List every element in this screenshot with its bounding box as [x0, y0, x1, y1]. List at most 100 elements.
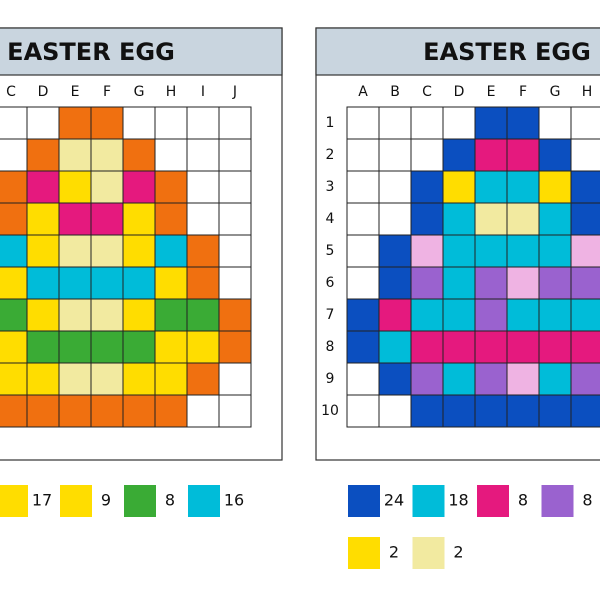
cell — [506, 298, 540, 332]
cell — [90, 266, 124, 300]
cell — [122, 394, 156, 428]
cell — [0, 106, 28, 140]
cell — [186, 170, 220, 204]
cell — [186, 138, 220, 172]
cell — [26, 202, 60, 236]
cell — [58, 138, 92, 172]
legend-swatch — [477, 485, 509, 517]
cell — [442, 394, 476, 428]
row-label: 4 — [326, 211, 335, 227]
cell — [538, 266, 572, 300]
cell — [154, 330, 188, 364]
cell — [442, 138, 476, 172]
legend-count: 16 — [224, 491, 244, 510]
cell — [154, 394, 188, 428]
cell — [442, 362, 476, 396]
cell — [506, 394, 540, 428]
legend-swatch — [0, 485, 28, 517]
panel-title: EASTER EGG — [7, 38, 175, 66]
cell — [58, 202, 92, 236]
cell — [58, 298, 92, 332]
cell — [58, 170, 92, 204]
cell — [410, 298, 444, 332]
cell — [186, 330, 220, 364]
legend-count: 18 — [448, 491, 468, 510]
cell — [218, 138, 252, 172]
cell — [0, 394, 28, 428]
cell — [570, 106, 600, 140]
cell — [410, 202, 444, 236]
row-label: 5 — [326, 243, 335, 259]
cell — [570, 234, 600, 268]
cell — [122, 138, 156, 172]
cell — [570, 138, 600, 172]
legend-swatch — [60, 485, 92, 517]
cell — [570, 170, 600, 204]
row-label: 10 — [321, 403, 339, 419]
cell — [506, 170, 540, 204]
cell — [538, 170, 572, 204]
cell — [186, 298, 220, 332]
cell — [90, 330, 124, 364]
cell — [378, 170, 412, 204]
cell — [474, 330, 508, 364]
cell — [410, 138, 444, 172]
cell — [186, 394, 220, 428]
cell — [26, 234, 60, 268]
cell — [410, 234, 444, 268]
title-bar — [315, 27, 600, 76]
row-label: 7 — [326, 307, 335, 323]
cell — [90, 234, 124, 268]
cell — [218, 106, 252, 140]
cell — [122, 298, 156, 332]
cell — [570, 202, 600, 236]
cell — [218, 298, 252, 332]
cell — [570, 362, 600, 396]
column-label: D — [454, 84, 465, 100]
row-label: 8 — [326, 339, 335, 355]
cell — [26, 394, 60, 428]
row-label: 2 — [326, 147, 335, 163]
title-bar — [0, 27, 283, 76]
cell — [218, 234, 252, 268]
legend-swatch — [124, 485, 156, 517]
cell — [218, 330, 252, 364]
cell — [122, 202, 156, 236]
cell — [410, 394, 444, 428]
cell — [346, 202, 380, 236]
row-label: 9 — [326, 371, 335, 387]
cell — [58, 394, 92, 428]
legend-count: 24 — [384, 491, 404, 510]
legend-swatch — [412, 485, 445, 517]
column-label: H — [582, 84, 593, 100]
legend-swatch — [348, 537, 380, 569]
legend-count: 9 — [101, 491, 111, 510]
cell — [346, 138, 380, 172]
column-label: I — [201, 84, 205, 100]
cell — [538, 106, 572, 140]
cell — [346, 234, 380, 268]
cell — [26, 138, 60, 172]
panel-title: EASTER EGG — [423, 38, 591, 66]
cell — [0, 138, 28, 172]
cell — [410, 170, 444, 204]
column-label: H — [166, 84, 177, 100]
column-label: C — [6, 84, 16, 100]
cell — [90, 394, 124, 428]
cell — [378, 266, 412, 300]
column-label: B — [390, 84, 400, 100]
cell — [442, 234, 476, 268]
cell — [378, 138, 412, 172]
cell — [90, 138, 124, 172]
cell — [0, 170, 28, 204]
cell — [506, 234, 540, 268]
cell — [218, 362, 252, 396]
cell — [154, 170, 188, 204]
legend-swatch — [541, 485, 574, 517]
cell — [442, 266, 476, 300]
row-label: 1 — [326, 115, 335, 131]
cell — [186, 106, 220, 140]
cell — [506, 362, 540, 396]
cell — [218, 394, 252, 428]
cell — [122, 330, 156, 364]
